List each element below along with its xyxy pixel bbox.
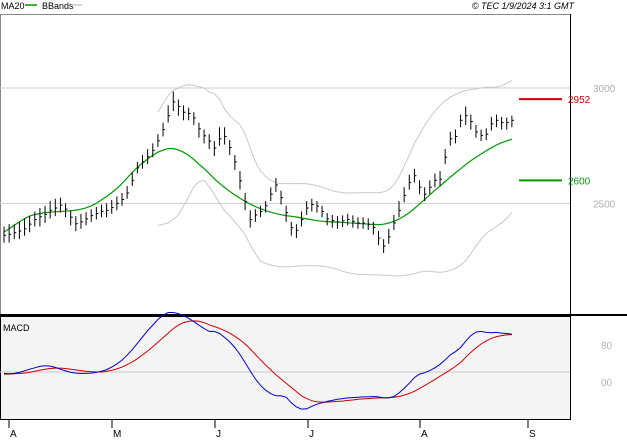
macd-line	[3, 312, 512, 410]
x-tick-label: A	[10, 429, 17, 440]
x-tick-label: M	[113, 429, 121, 440]
y-tick-label: 3000	[593, 84, 616, 95]
bbands-upper-line	[157, 80, 513, 194]
copyright-text: © TEC 1/9/2024 3:1 GMT	[472, 1, 576, 11]
bbands-lower-line	[157, 179, 513, 277]
level-label: 2952	[568, 95, 591, 106]
x-tick-label: S	[529, 429, 536, 440]
price-panel-frame	[0, 14, 571, 315]
macd-panel-frame	[0, 316, 571, 420]
x-tick-label: J	[216, 429, 221, 440]
y-tick-label: 2500	[593, 199, 616, 210]
bbands-legend: BBands	[42, 1, 74, 11]
macd-signal-line	[4, 320, 512, 403]
x-tick-label: J	[309, 429, 314, 440]
x-tick-label: A	[421, 429, 428, 440]
macd-tick-label: 80	[601, 341, 613, 352]
ma20-legend: MA20	[1, 1, 25, 11]
macd-tick-label: 00	[601, 378, 613, 389]
ma20-line	[3, 138, 513, 233]
macd-title: MACD	[3, 323, 30, 333]
level-label: 2600	[568, 176, 591, 187]
macd-panel: 80 00 A M J J A S	[0, 312, 613, 440]
